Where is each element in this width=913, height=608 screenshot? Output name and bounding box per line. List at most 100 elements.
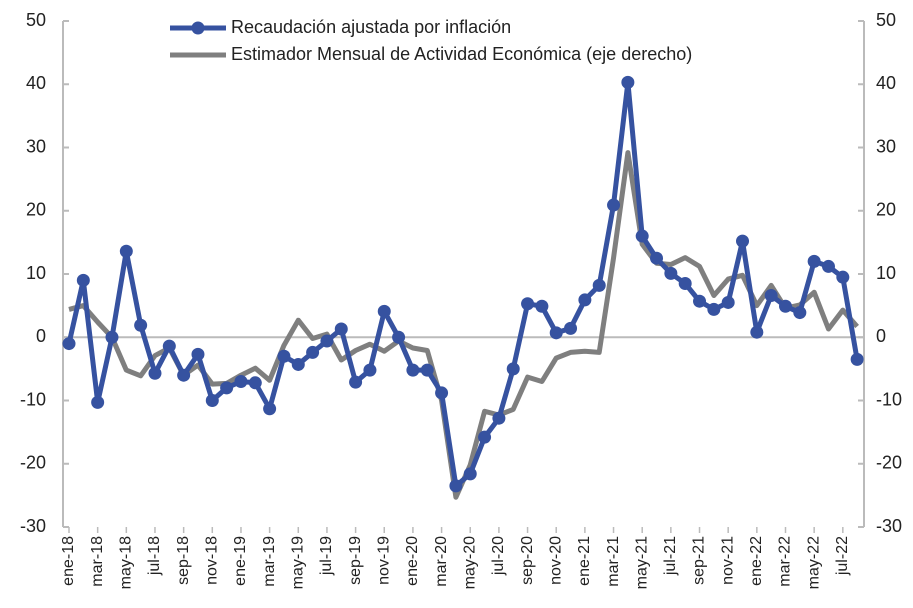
series-marker <box>177 368 191 382</box>
legend-marker <box>191 21 205 35</box>
x-tick-label: jul-19 <box>318 536 335 576</box>
x-tick-label: mar-21 <box>605 536 622 587</box>
series-marker <box>850 352 864 366</box>
legend-label: Estimador Mensual de Actividad Económica… <box>231 44 692 64</box>
series-marker <box>463 467 477 481</box>
x-tick-label: ene-21 <box>576 536 593 586</box>
x-tick-label: nov-20 <box>547 536 564 585</box>
legend-label: Recaudación ajustada por inflación <box>231 17 511 37</box>
series-marker <box>449 479 463 493</box>
x-tick-label: ene-20 <box>404 536 421 586</box>
y2-tick-label: 40 <box>876 73 896 93</box>
x-tick-label: jul-20 <box>490 536 507 576</box>
x-tick-label: may-19 <box>289 536 306 589</box>
y-tick-label: -30 <box>20 516 46 536</box>
x-tick-label: may-20 <box>461 536 478 589</box>
series-marker <box>578 293 592 307</box>
y2-tick-label: -30 <box>876 516 902 536</box>
series-marker <box>764 289 778 303</box>
series-marker <box>191 347 205 361</box>
x-tick-label: mar-22 <box>777 536 794 587</box>
series-marker <box>736 234 750 248</box>
x-tick-label: mar-18 <box>89 536 106 587</box>
series-marker <box>392 330 406 344</box>
y2-tick-label: 30 <box>876 136 896 156</box>
series-marker <box>693 294 707 308</box>
series-marker <box>592 278 606 292</box>
x-tick-label: nov-21 <box>719 536 736 585</box>
series-marker <box>621 75 635 89</box>
series-marker <box>821 259 835 273</box>
x-tick-label: jul-18 <box>146 536 163 576</box>
series-marker <box>635 229 649 243</box>
series-marker <box>320 334 334 348</box>
series-marker <box>205 394 219 407</box>
x-tick-label: may-22 <box>805 536 822 589</box>
series-marker <box>721 295 735 309</box>
y-tick-label: 40 <box>26 73 46 93</box>
series-marker <box>650 251 664 265</box>
series-marker <box>478 430 492 444</box>
series-marker <box>377 304 391 318</box>
y-tick-label: 20 <box>26 200 46 220</box>
x-tick-label: ene-19 <box>232 536 249 586</box>
series-marker <box>291 357 305 371</box>
y2-tick-label: -10 <box>876 389 902 409</box>
series-marker <box>263 402 277 416</box>
series-marker <box>793 306 807 320</box>
series-marker <box>76 273 90 287</box>
y-tick-label: -10 <box>20 389 46 409</box>
x-tick-label: may-18 <box>118 536 135 589</box>
series-marker <box>148 366 162 380</box>
series-marker <box>607 198 621 212</box>
x-tick-label: sep-19 <box>347 536 364 585</box>
series-marker <box>750 325 764 339</box>
series-marker <box>105 330 119 344</box>
y2-tick-label: -20 <box>876 453 902 473</box>
series-line <box>66 79 860 489</box>
y2-tick-label: 50 <box>876 10 896 30</box>
x-tick-label: nov-18 <box>204 536 221 585</box>
series-marker <box>334 322 348 336</box>
y-tick-label: 50 <box>26 10 46 30</box>
x-tick-label: mar-19 <box>261 536 278 587</box>
y-tick-label: -20 <box>20 453 46 473</box>
series-marker <box>678 276 692 290</box>
series-marker <box>506 362 520 376</box>
y2-tick-label: 20 <box>876 200 896 220</box>
x-tick-label: jul-22 <box>834 536 851 576</box>
series-marker <box>521 297 535 311</box>
y-tick-label: 10 <box>26 263 46 283</box>
y2-tick-label: 0 <box>876 326 886 346</box>
x-tick-label: sep-20 <box>519 536 536 585</box>
x-tick-label: may-21 <box>633 536 650 589</box>
x-tick-label: sep-21 <box>691 536 708 585</box>
x-tick-label: ene-22 <box>748 536 765 586</box>
series-marker <box>406 363 420 377</box>
series-marker <box>277 349 291 363</box>
series-marker <box>134 318 148 332</box>
series-marker <box>535 299 549 313</box>
series-marker <box>306 345 320 359</box>
series-marker <box>492 411 506 425</box>
x-tick-label: nov-19 <box>375 536 392 585</box>
series-marker <box>707 302 721 316</box>
y2-tick-label: 10 <box>876 263 896 283</box>
series-marker <box>664 266 678 280</box>
series-marker <box>420 363 434 377</box>
x-tick-label: sep-18 <box>175 536 192 585</box>
series-marker <box>234 375 248 389</box>
series-marker <box>363 363 377 377</box>
series-marker <box>564 321 578 335</box>
y-tick-label: 30 <box>26 136 46 156</box>
series-marker <box>248 376 262 390</box>
series-marker <box>836 270 850 284</box>
series-marker <box>349 375 363 389</box>
x-tick-label: mar-20 <box>433 536 450 587</box>
series-line <box>68 150 859 500</box>
series-marker <box>435 386 449 400</box>
series-marker <box>119 244 133 258</box>
series-marker <box>91 395 105 409</box>
x-tick-label: ene-18 <box>60 536 77 586</box>
